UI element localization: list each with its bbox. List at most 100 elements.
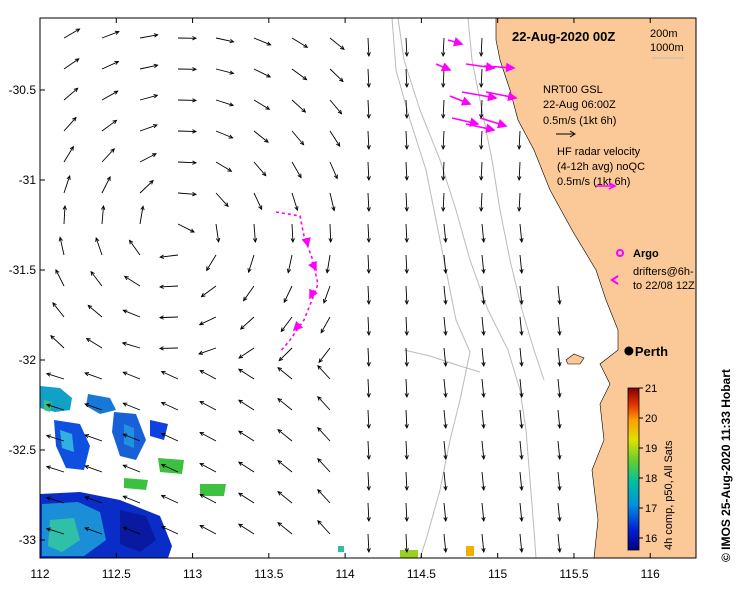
current-arrowhead	[366, 238, 371, 244]
current-arrow	[139, 64, 158, 70]
current-arrowhead	[366, 176, 371, 182]
current-arrowhead	[227, 167, 233, 172]
current-arrowhead	[481, 392, 486, 398]
current-arrow	[442, 68, 445, 88]
current-arrow	[442, 130, 445, 150]
x-tick-label: 115	[488, 567, 507, 581]
current-arrow	[238, 523, 255, 535]
current-arrow	[177, 130, 197, 132]
current-arrowhead	[121, 341, 127, 346]
current-arrow	[84, 372, 103, 380]
current-arrow	[238, 461, 255, 473]
current-arrowhead	[123, 275, 129, 281]
current-arrow	[329, 37, 345, 50]
current-arrow	[84, 496, 103, 504]
current-arrowhead	[265, 105, 271, 110]
colorbar-ticks: 16 17 18 19 20 21	[639, 383, 657, 545]
current-arrow	[283, 285, 293, 303]
current-arrowhead	[443, 516, 448, 522]
current-arrow	[277, 398, 293, 411]
perth-marker-icon	[624, 346, 634, 356]
current-arrow	[46, 497, 65, 504]
current-arrow	[101, 176, 111, 194]
current-arrow	[46, 435, 65, 442]
current-arrow	[405, 316, 408, 336]
current-arrowhead	[75, 28, 81, 33]
current-arrow	[101, 31, 119, 39]
current-arrowhead	[339, 77, 344, 83]
current-arrowhead	[443, 299, 448, 305]
current-arrowhead	[158, 315, 164, 320]
sst-patches	[40, 386, 474, 558]
current-arrow	[367, 68, 370, 88]
current-arrow	[46, 404, 65, 411]
current-arrow	[139, 206, 144, 225]
current-arrow	[519, 471, 523, 490]
current-arrowhead	[45, 372, 51, 377]
current-arrowhead	[366, 300, 371, 306]
current-arrow	[557, 471, 561, 490]
current-arrowhead	[557, 547, 562, 553]
current-arrowhead	[519, 516, 524, 522]
current-arrow	[519, 223, 523, 242]
current-arrow	[206, 254, 217, 271]
current-arrow	[215, 37, 234, 43]
current-arrow	[481, 533, 485, 552]
argo-marker-icon	[616, 249, 624, 257]
city-label: Perth	[635, 344, 668, 359]
current-arrowhead	[199, 463, 205, 467]
current-arrowhead	[404, 207, 409, 213]
current-arrow	[518, 192, 521, 212]
current-arrowhead	[404, 424, 409, 430]
current-arrow	[291, 68, 307, 80]
current-arrowhead	[441, 207, 446, 213]
current-arrowhead	[228, 134, 234, 139]
current-arrow	[253, 223, 256, 242]
current-arrowhead	[481, 485, 486, 491]
current-vectors	[45, 28, 562, 554]
current-arrow	[405, 68, 408, 88]
gsl-legend-line-1: NRT00 GSL	[543, 84, 603, 96]
current-arrow	[238, 492, 255, 504]
current-arrowhead	[62, 204, 67, 210]
current-arrowhead	[239, 325, 245, 330]
current-arrowhead	[404, 269, 409, 275]
current-arrowhead	[366, 331, 371, 337]
current-arrow	[87, 305, 103, 318]
current-arrow	[405, 285, 408, 305]
current-arrow	[101, 119, 117, 132]
current-arrowhead	[404, 52, 409, 58]
current-arrow	[215, 223, 220, 242]
current-arrowhead	[283, 298, 288, 304]
current-arrowhead	[519, 330, 524, 336]
current-arrow	[443, 471, 447, 490]
current-arrow	[367, 223, 370, 243]
current-arrowhead	[112, 119, 118, 125]
current-arrow	[253, 68, 271, 78]
current-arrow	[161, 526, 179, 535]
current-arrow	[63, 28, 80, 39]
current-arrowhead	[481, 330, 486, 336]
current-arrowhead	[337, 109, 343, 115]
current-arrow	[443, 378, 447, 397]
current-arrow	[240, 316, 255, 330]
current-arrowhead	[45, 527, 51, 532]
current-arrow	[557, 502, 561, 521]
current-arrowhead	[158, 346, 164, 351]
current-arrow	[329, 99, 342, 115]
current-arrow	[367, 409, 370, 429]
current-arrow	[253, 99, 270, 110]
current-arrow	[253, 192, 263, 210]
current-arrowhead	[122, 526, 128, 531]
current-arrow	[405, 192, 408, 212]
current-arrowhead	[517, 207, 522, 213]
current-arrow	[405, 409, 408, 429]
hf-scale-arrowhead	[608, 182, 617, 190]
current-arrowhead	[122, 402, 128, 407]
current-arrow	[63, 117, 77, 132]
current-arrow	[367, 471, 370, 491]
current-arrow	[443, 533, 447, 552]
drifter-marker-icon	[610, 275, 619, 285]
current-arrowhead	[258, 205, 263, 211]
drifter-tracks	[275, 37, 518, 353]
